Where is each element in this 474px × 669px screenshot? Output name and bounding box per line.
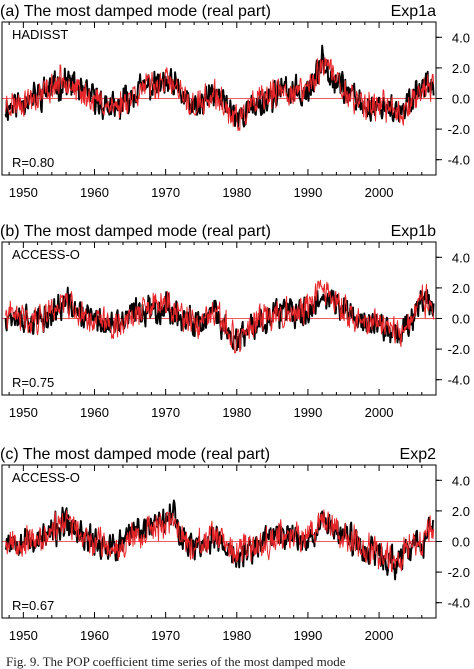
y-tick-label: -2.0: [448, 565, 470, 580]
x-tick-label: 1980: [222, 185, 251, 200]
y-tick-label: 0.0: [452, 92, 470, 107]
chart-panel-3: (c) The most damped mode (real part) Exp2…: [0, 446, 470, 643]
x-tick-label: 1950: [9, 185, 38, 200]
y-tick-label: -2.0: [448, 122, 470, 137]
experiment-label: Exp1b: [391, 223, 436, 240]
panel-title: (c) The most damped mode (real part): [0, 446, 270, 463]
dataset-label: ACCESS-O: [12, 470, 80, 485]
x-tick-label: 1950: [9, 405, 38, 420]
experiment-label: Exp1a: [391, 3, 436, 20]
series-line-observed: [4, 286, 435, 352]
panel-title: (a) The most damped mode (real part): [0, 3, 271, 20]
figure-caption: Fig. 9. The POP coefficient time series …: [6, 654, 346, 669]
chart-panel-2: (b) The most damped mode (real part) Exp1…: [0, 223, 470, 420]
correlation-label: R=0.80: [12, 155, 54, 170]
y-tick-label: -2.0: [448, 342, 470, 357]
y-tick-label: 2.0: [452, 61, 470, 76]
y-tick-label: -4.0: [448, 153, 470, 168]
x-tick-label: 1990: [293, 628, 322, 643]
x-tick-label: 1990: [293, 185, 322, 200]
correlation-label: R=0.67: [12, 598, 54, 613]
y-tick-label: 4.0: [452, 473, 470, 488]
x-tick-label: 1980: [222, 628, 251, 643]
dataset-label: HADISST: [12, 27, 68, 42]
y-tick-label: 4.0: [452, 250, 470, 265]
correlation-label: R=0.75: [12, 375, 54, 390]
series-line-model: [5, 279, 435, 354]
x-tick-label: 1970: [151, 185, 180, 200]
series-line-model: [5, 509, 435, 573]
x-tick-label: 1970: [151, 405, 180, 420]
chart-panel-1: (a) The most damped mode (real part) Exp1…: [0, 3, 470, 200]
y-tick-label: 0.0: [452, 312, 470, 327]
x-tick-label: 1950: [9, 628, 38, 643]
dataset-label: ACCESS-O: [12, 247, 80, 262]
y-tick-label: -4.0: [448, 373, 470, 388]
x-tick-label: 1960: [80, 185, 109, 200]
experiment-label: Exp2: [400, 446, 437, 463]
x-tick-label: 1980: [222, 405, 251, 420]
x-tick-label: 1970: [151, 628, 180, 643]
y-tick-label: 2.0: [452, 504, 470, 519]
panel-title: (b) The most damped mode (real part): [0, 223, 271, 240]
x-tick-label: 1960: [80, 628, 109, 643]
series-line-observed: [4, 499, 435, 581]
y-tick-label: 2.0: [452, 281, 470, 296]
y-tick-label: -4.0: [448, 596, 470, 611]
y-tick-label: 4.0: [452, 30, 470, 45]
x-tick-label: 2000: [365, 628, 394, 643]
y-tick-label: 0.0: [452, 535, 470, 550]
series-line-model: [5, 57, 435, 132]
x-tick-label: 1960: [80, 405, 109, 420]
x-tick-label: 2000: [365, 185, 394, 200]
x-tick-label: 1990: [293, 405, 322, 420]
x-tick-label: 2000: [365, 405, 394, 420]
